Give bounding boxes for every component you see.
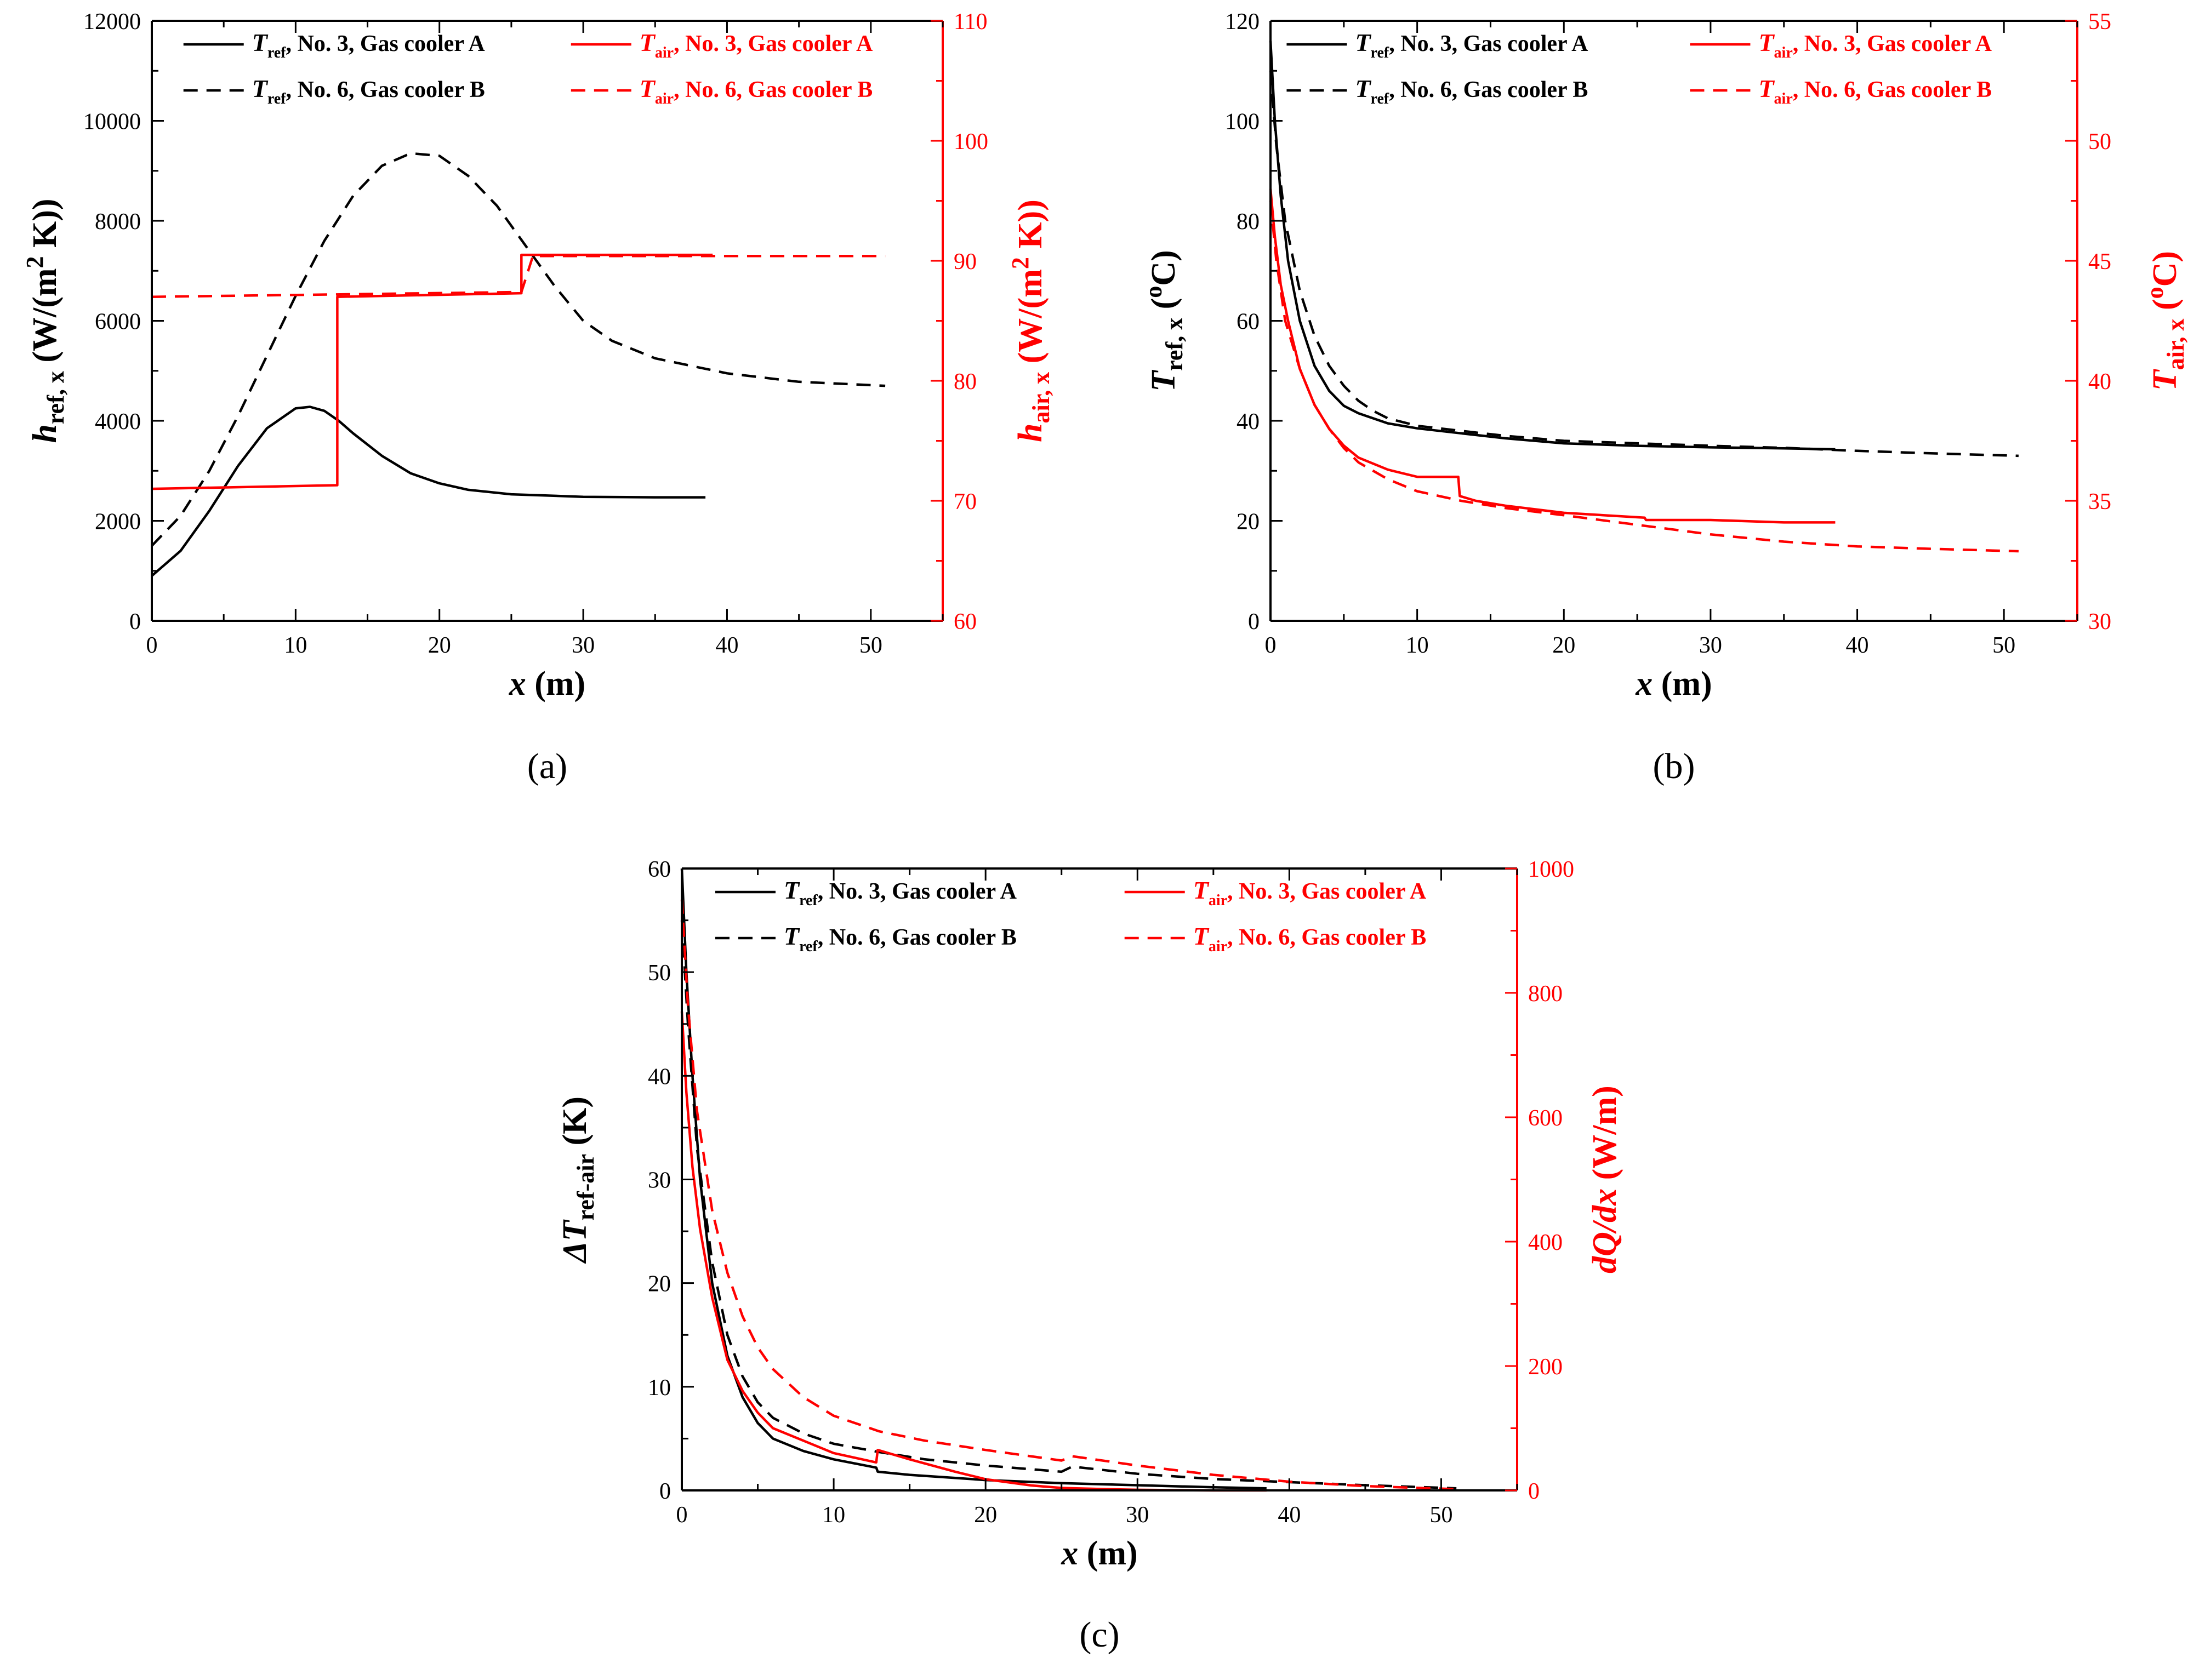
panel-1-series-4 (151, 254, 886, 298)
panel-1-series-2 (151, 152, 886, 547)
panel-1-x-tick-label: 20 (428, 633, 451, 658)
panel-1-legend-entry: Tair, No. 6, Gas cooler B (640, 75, 873, 107)
panel-2-series-3 (1269, 188, 1836, 524)
panel-2-x-tick-label: 10 (1406, 633, 1429, 658)
panel-2-series-2 (1269, 71, 2019, 458)
panel-1-right-tick-label: 60 (954, 609, 977, 635)
panel-1-left-tick-label: 8000 (95, 209, 141, 235)
panel-2-right-tick-label: 35 (2088, 489, 2111, 515)
panel-2-panel-label: (b) (1653, 746, 1695, 786)
panel-2-series-4 (1269, 201, 2019, 553)
panel-3-legend-entry: Tref, No. 6, Gas cooler B (784, 922, 1017, 955)
panel-1-right-tick-label: 70 (954, 489, 977, 515)
panel-2-left-tick-label: 40 (1237, 409, 1260, 435)
panel-3-left-tick-label: 10 (648, 1375, 671, 1401)
panel-1-right-axis-label: hair, x (W/(m2 K)) (1007, 199, 1055, 442)
panel-1-left-tick-label: 12000 (83, 9, 141, 35)
panel-1-x-axis-label: x (m) (509, 665, 585, 702)
panel-2-left-tick-label: 60 (1237, 310, 1260, 335)
panel-3-left-tick-label: 40 (648, 1064, 671, 1089)
panel-1-right-tick-label: 110 (954, 9, 987, 35)
panel-1-right-tick-label: 80 (954, 369, 977, 395)
panel-2-right-tick-label: 50 (2088, 129, 2111, 155)
panel-2-left-tick-label: 20 (1237, 510, 1260, 535)
panel-1-x-tick-label: 30 (572, 633, 595, 658)
panel-2-legend-entry: Tair, No. 3, Gas cooler A (1758, 28, 1992, 61)
panel-1-left-tick-label: 2000 (95, 510, 141, 535)
panel-2-left-tick-label: 120 (1225, 9, 1260, 35)
panel-2-right-tick-label: 30 (2088, 609, 2111, 635)
panel-1-left-tick-label: 0 (129, 609, 141, 635)
panel-3-right-tick-label: 400 (1528, 1230, 1563, 1255)
panel-3-left-tick-label: 0 (659, 1479, 671, 1504)
panel-3-right-tick-label: 1000 (1528, 857, 1574, 882)
panel-3-x-tick-label: 40 (1278, 1502, 1301, 1528)
panel-1-left-axis-label: href, x (W/(m2 K)) (21, 198, 69, 443)
panel-2-x-tick-label: 50 (1992, 633, 2015, 658)
panel-3-legend-entry: Tair, No. 3, Gas cooler A (1193, 876, 1427, 909)
panel-3-left-axis-label: ΔTref-air (K) (556, 1096, 599, 1264)
panel-2-series-1 (1269, 41, 1836, 451)
panel-1-x-tick-label: 40 (715, 633, 738, 658)
panel-3-right-tick-label: 0 (1528, 1479, 1540, 1504)
panel-1-panel-label: (a) (527, 746, 567, 786)
panel-2-right-tick-label: 55 (2088, 9, 2111, 35)
panel-2-left-tick-label: 0 (1248, 609, 1260, 635)
panel-2-x-tick-label: 30 (1699, 633, 1722, 658)
panel-1-left-tick-label: 6000 (95, 310, 141, 335)
panel-3-x-tick-label: 0 (676, 1502, 688, 1528)
panel-2-left-tick-label: 80 (1237, 209, 1260, 235)
panel-3-left-tick-label: 20 (648, 1272, 671, 1297)
panel-3-series-1 (680, 868, 1267, 1490)
panel-2-x-tick-label: 0 (1265, 633, 1277, 658)
panel-1-right-tick-label: 100 (954, 129, 988, 155)
panel-2-x-tick-label: 20 (1552, 633, 1575, 658)
panel-1-x-tick-label: 50 (859, 633, 882, 658)
panel-3-x-tick-label: 10 (822, 1502, 845, 1528)
panel-2: 0 10 20 30 40 50 0 20 40 60 80 100 120 30 35 40 45 50 55 x … (1140, 9, 2189, 786)
panel-3-legend-entry: Tair, No. 6, Gas cooler B (1193, 922, 1427, 955)
panel-2-x-axis-label: x (m) (1635, 665, 1712, 702)
panel-3-right-tick-label: 800 (1528, 981, 1563, 1007)
panel-1: 0 10 20 30 40 50 0 2000 4000 6000 8000 10000 12000 60… (21, 9, 1055, 786)
panel-1-left-tick-label: 4000 (95, 409, 141, 435)
panel-3-panel-label: (c) (1079, 1615, 1119, 1655)
panel-3-right-tick-label: 600 (1528, 1106, 1563, 1131)
panel-3-right-tick-label: 200 (1528, 1355, 1563, 1380)
panel-3-x-tick-label: 20 (974, 1502, 997, 1528)
panel-1-series-1 (151, 405, 706, 577)
panel-3: 0 10 20 30 40 5001020304050600200400600800100… (556, 857, 1623, 1655)
panel-3-series-4 (680, 899, 1457, 1490)
panel-3-left-tick-label: 30 (648, 1168, 671, 1193)
panel-1-legend-entry: Tref, No. 3, Gas cooler A (252, 28, 486, 61)
panel-3-legend-entry: Tref, No. 3, Gas cooler A (784, 876, 1017, 909)
panel-3-series-3 (680, 1011, 1267, 1492)
panel-1-left-tick-label: 10000 (83, 110, 141, 135)
panel-3-left-tick-label: 50 (648, 961, 671, 986)
panel-1-x-tick-label: 0 (146, 633, 158, 658)
panel-3-series-2 (680, 920, 1457, 1490)
panel-2-right-tick-label: 40 (2088, 369, 2111, 395)
panel-2-left-axis-label: Tref, x (oC) (1140, 250, 1188, 391)
panel-2-right-axis-label: Tair, x (oC) (2141, 251, 2189, 391)
panel-3-right-axis-label: dQ/dx (W/m) (1586, 1085, 1623, 1273)
panel-2-left-tick-label: 100 (1225, 110, 1260, 135)
panel-2-right-tick-label: 45 (2088, 249, 2111, 275)
panel-1-series-3 (151, 253, 713, 490)
panel-1-right-tick-label: 90 (954, 249, 977, 275)
panel-2-x-tick-label: 40 (1846, 633, 1869, 658)
panel-2-legend-entry: Tair, No. 6, Gas cooler B (1758, 75, 1992, 107)
panel-3-x-tick-label: 30 (1126, 1502, 1149, 1528)
panel-1-legend-entry: Tair, No. 3, Gas cooler A (640, 28, 873, 61)
panel-2-legend-entry: Tref, No. 6, Gas cooler B (1355, 75, 1588, 107)
panel-3-x-tick-label: 50 (1429, 1502, 1452, 1528)
panel-2-legend-entry: Tref, No. 3, Gas cooler A (1355, 28, 1588, 61)
panel-3-x-axis-label: x (m) (1061, 1535, 1137, 1572)
panel-1-x-tick-label: 10 (284, 633, 307, 658)
panel-1-legend-entry: Tref, No. 6, Gas cooler B (252, 75, 485, 107)
panel-3-left-tick-label: 60 (648, 857, 671, 882)
